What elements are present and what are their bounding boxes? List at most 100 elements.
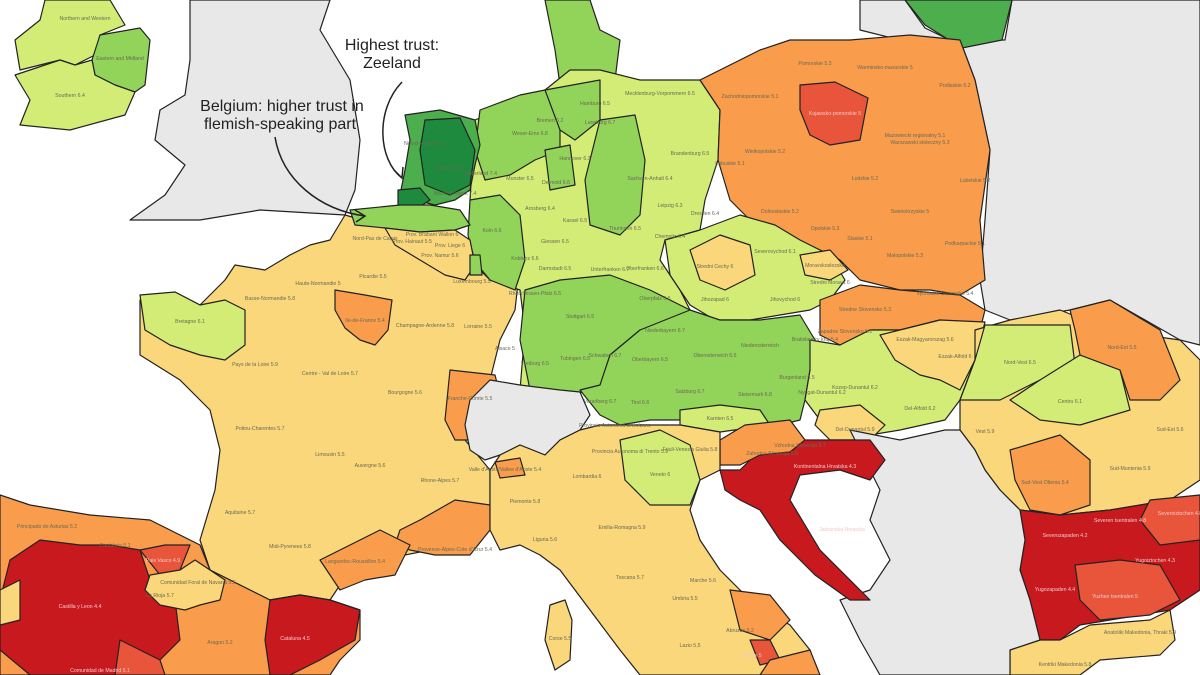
region-label: Koln 6.6 — [482, 228, 501, 234]
region-label: Steiermark 6.8 — [738, 392, 772, 398]
region-label: Severozapaden 4.2 — [1043, 533, 1088, 539]
region-label: Darmstadt 6.5 — [539, 266, 572, 272]
region-label: Abruzzo 5.2 — [726, 628, 754, 634]
region-es-cataluna — [264, 594, 361, 675]
region-ro-sud-vest-oltenia — [1009, 434, 1091, 516]
region-label: Tirol 6.6 — [631, 400, 650, 406]
region-label: Aquitaine 5.7 — [225, 510, 255, 516]
region-label: Jihozapad 6 — [701, 297, 729, 303]
region-label: Del-Dunantul 5.9 — [836, 427, 875, 433]
region-label: Principado de Asturias 5.2 — [17, 524, 77, 530]
region-label: La Rioja 5.7 — [146, 593, 174, 599]
region-it-campania — [759, 649, 821, 675]
region-de-thuringen — [584, 114, 646, 236]
region-label: Umbria 5.5 — [672, 596, 697, 602]
region-label: Weser-Ems 6.8 — [512, 131, 548, 137]
highest-trust-annotation-line2: Zeeland — [363, 55, 421, 72]
region-label: Salzburg 6.7 — [675, 389, 704, 395]
region-label: Thuringen 6.5 — [609, 226, 641, 232]
region-hu-north — [879, 319, 986, 391]
region-label: Detmold 6.6 — [542, 180, 570, 186]
region-label: Molise 5 — [742, 653, 761, 659]
region-label: Munster 6.5 — [506, 176, 534, 182]
region-label: Dolnoslaskie 5.2 — [761, 209, 799, 215]
region-be-flanders — [349, 204, 471, 233]
region-label: Yuzhen tsentralen 5 — [1092, 594, 1138, 600]
region-label: Prov. Hainaut 5.5 — [392, 239, 432, 245]
region-label: Ile-de-France 5.4 — [345, 318, 385, 324]
region-label: Provincia Autonoma di Bolzano — [579, 423, 651, 429]
region-label: Stuttgart 6.5 — [566, 314, 594, 320]
region-label: Karnten 6.5 — [707, 416, 734, 422]
region-label: Leipzig 6.3 — [657, 203, 682, 209]
region-label: Vorarlberg 6.7 — [584, 399, 617, 405]
region-label: Oberbayern 6.5 — [632, 357, 668, 363]
region-label: Pais Vasco 4.9 — [146, 558, 180, 564]
region-de-detmold — [544, 144, 576, 191]
region-label: Stredni Cechy 6 — [697, 264, 734, 270]
region-label: Lubuskie 5.1 — [715, 161, 745, 167]
region-label: Alsace 5 — [495, 346, 515, 352]
region-label: Basse-Normandie 5.8 — [245, 296, 295, 302]
region-es-castilla-y-leon — [0, 539, 181, 675]
annotation-layer: Highest trust: Zeeland Belgium: higher t… — [200, 37, 439, 223]
region-label: Rheinhessen-Pfalz 6.5 — [509, 291, 561, 297]
region-label: Centru 6.1 — [1058, 399, 1082, 405]
region-label: Luxembourg 5.5 — [453, 279, 491, 285]
region-label: Podlaskie 5.2 — [939, 83, 970, 89]
region-label: Malopolskie 5.3 — [887, 253, 923, 259]
region-label: Lubelskie 5.2 — [960, 178, 991, 184]
region-label: Pomorskie 5.3 — [798, 61, 831, 67]
region-label: Utrecht 7.3 — [437, 166, 462, 172]
region-label: Provence-Alpes-Cote d'Azur 5.4 — [418, 547, 492, 553]
label-layer: Northern and Western Eastern and Midland S… — [17, 16, 1200, 674]
region-es-west — [0, 579, 21, 626]
region-label: Severoiztochen 4.8 — [1158, 511, 1200, 517]
region-de-luneburg — [544, 79, 601, 141]
region-label: Lombardia 6 — [573, 474, 602, 480]
region-label: Valle d'Aosta/Vallee d'Aoste 5.4 — [469, 467, 542, 473]
region-label: Freiburg 6.5 — [521, 361, 549, 367]
region-label: Del-Alfold 6.2 — [904, 406, 935, 412]
region-label: Zapadne Slovensko 5.2 — [818, 329, 873, 335]
region-label: Severen tsentralen 4.8 — [1094, 518, 1146, 524]
region-label: Gelderland 7.4 — [463, 171, 497, 177]
region-label: Cataluna 4.5 — [280, 636, 310, 642]
region-label: Kozep-Dunantul 6.2 — [832, 385, 878, 391]
region-label: Sachsen-Anhalt 6.4 — [627, 176, 672, 182]
region-label: Zachodniopomorskie 5.1 — [722, 94, 779, 100]
region-label: Prov. Brabant Wallon 6 — [406, 232, 459, 238]
region-east — [959, 0, 1200, 346]
region-balkans — [839, 429, 1041, 675]
region-fr-provence — [394, 499, 491, 556]
region-cz-stredni-cechy — [689, 234, 756, 291]
region-label: Centre - Val de Loire 5.7 — [302, 371, 358, 377]
belgium-annotation-line1: Belgium: higher trust in — [200, 98, 364, 115]
region-label: Kassel 6.5 — [563, 218, 587, 224]
region-label: Liguria 5.6 — [533, 537, 557, 543]
region-label: Bourgogne 5.6 — [388, 390, 422, 396]
region-label: Sud-Muntenia 5.9 — [1110, 466, 1151, 472]
region-es-navarra-rioja — [144, 559, 226, 611]
region-label: Sud-Vest Oltenia 5.4 — [1021, 480, 1069, 486]
region-label: Midi-Pyrenees 5.8 — [269, 544, 311, 550]
region-label: Mecklenburg-Vorpommern 6.5 — [625, 91, 695, 97]
region-ie-southern — [14, 59, 136, 131]
region-corsica — [544, 599, 573, 671]
region-label: Friuli-Venezia Giulia 5.8 — [663, 447, 718, 453]
region-label: Jadranska Hrvatska — [819, 527, 865, 533]
region-label: Noord-Brabant 7.4 — [434, 191, 477, 197]
region-label: Prov. Namur 5.6 — [421, 253, 458, 259]
region-label: Emilia-Romagna 5.9 — [599, 525, 646, 531]
region-label: Jihovychod 6 — [770, 297, 800, 303]
region-label: Stredni Morava 6 — [810, 280, 850, 286]
region-label: Hamburg 6.5 — [580, 101, 610, 107]
region-label: Languedoc-Roussillon 5.4 — [325, 559, 385, 565]
region-label: Oberfranken 6.6 — [626, 266, 664, 272]
region-label: Cantabria 5.1 — [99, 543, 130, 549]
region-pl-kujawsko-pomorskie — [799, 81, 869, 146]
region-label: Eastern and Midland — [96, 56, 144, 62]
region-label: Yugoiztochen 4.3 — [1135, 558, 1175, 564]
